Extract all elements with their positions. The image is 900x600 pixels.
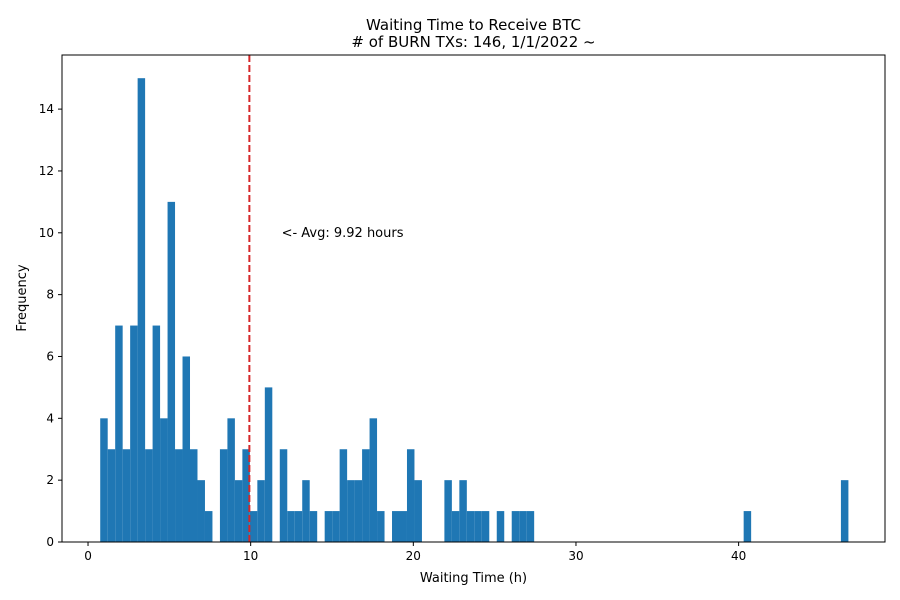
histogram-bar-3 [122, 449, 131, 542]
histogram-bar-27 [324, 511, 333, 542]
histogram-bar-23 [287, 511, 295, 542]
x-tick-label: 0 [84, 549, 92, 563]
histogram-bar-38 [414, 480, 422, 542]
x-axis-ticks: 0 10 20 30 40 [84, 542, 746, 563]
histogram-bar-12 [190, 449, 198, 542]
histogram-bar-7 [152, 325, 161, 542]
histogram-bar-8 [160, 418, 168, 542]
histogram-bar-16 [227, 418, 235, 542]
histogram-bar-28 [332, 511, 340, 542]
x-tick-label: 20 [406, 549, 421, 563]
histogram-bar-45 [496, 511, 505, 542]
histogram-bar-48 [526, 511, 535, 542]
y-tick-label: 14 [39, 102, 54, 116]
histogram-bar-36 [399, 511, 407, 542]
y-tick-label: 10 [39, 226, 54, 240]
histogram-bar-41 [459, 480, 467, 542]
histogram-bar-47 [519, 511, 527, 542]
histogram-bar-17 [234, 480, 243, 542]
histogram-bar-42 [466, 511, 475, 542]
histogram-bar-14 [204, 511, 213, 542]
histogram-bar-50 [840, 480, 849, 542]
histogram-bar-44 [481, 511, 490, 542]
histogram-bar-29 [339, 449, 348, 542]
histogram-bar-46 [511, 511, 520, 542]
histogram-bar-1 [107, 449, 116, 542]
histogram-bar-10 [175, 449, 183, 542]
histogram-bar-49 [743, 511, 752, 542]
x-tick-label: 10 [243, 549, 258, 563]
histogram-bar-15 [219, 449, 228, 542]
y-axis-ticks: 0 2 4 6 8 10 12 14 [39, 102, 62, 549]
histogram-bar-9 [167, 201, 176, 542]
histogram-bar-34 [377, 511, 385, 542]
histogram-bar-20 [257, 480, 265, 542]
histogram-bar-25 [302, 480, 310, 542]
histogram-bar-5 [137, 78, 146, 542]
histogram-bar-39 [444, 480, 452, 542]
histogram-bar-31 [354, 480, 363, 542]
histogram-bar-32 [362, 449, 370, 542]
histogram-bar-2 [115, 325, 123, 542]
x-tick-label: 30 [568, 549, 583, 563]
y-tick-label: 2 [46, 473, 54, 487]
histogram-bar-13 [197, 480, 205, 542]
histogram-bar-0 [100, 418, 108, 542]
y-tick-label: 8 [46, 288, 54, 302]
bars-group [100, 78, 849, 542]
plot-frame [61, 54, 886, 543]
y-tick-label: 12 [39, 164, 54, 178]
histogram-bar-37 [406, 449, 415, 542]
histogram-bar-24 [294, 511, 303, 542]
histogram-bar-18 [242, 449, 250, 542]
y-tick-label: 0 [46, 535, 54, 549]
histogram-bar-40 [451, 511, 460, 542]
histogram-bar-30 [347, 480, 355, 542]
histogram-bar-22 [279, 449, 288, 542]
chart-subtitle: # of BURN TXs: 146, 1/1/2022 ~ [351, 33, 595, 51]
histogram-bar-35 [392, 511, 400, 542]
histogram-bar-19 [249, 511, 258, 542]
histogram-bar-6 [145, 449, 153, 542]
chart-title: Waiting Time to Receive BTC [366, 16, 581, 34]
y-tick-label: 4 [46, 411, 54, 425]
x-tick-label: 40 [731, 549, 746, 563]
x-axis-label: Waiting Time (h) [420, 571, 527, 586]
y-tick-label: 6 [46, 349, 54, 363]
histogram-bar-21 [264, 387, 273, 542]
histogram-bar-26 [309, 511, 318, 542]
histogram-bar-43 [474, 511, 482, 542]
histogram-bar-4 [130, 325, 138, 542]
average-annotation: <- Avg: 9.92 hours [282, 226, 404, 241]
histogram-bar-33 [369, 418, 378, 542]
y-axis-label: Frequency [15, 264, 30, 331]
histogram-bar-11 [182, 356, 191, 542]
